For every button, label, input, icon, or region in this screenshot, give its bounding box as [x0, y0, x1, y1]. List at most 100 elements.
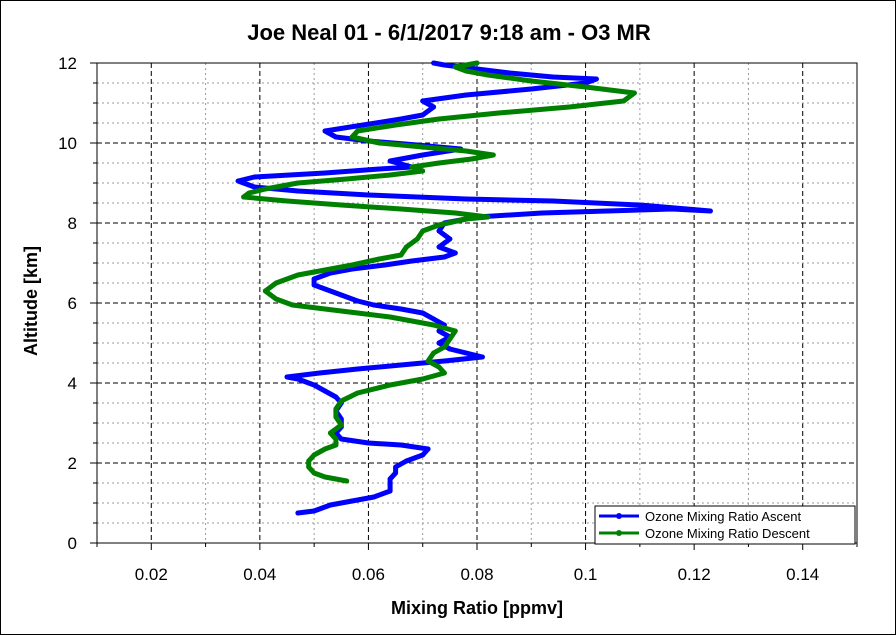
ascent-data-point [442, 358, 447, 364]
ascent-data-point [333, 134, 339, 140]
ascent-data-point [333, 394, 339, 400]
ascent-data-point [583, 80, 588, 86]
y-tick-label: 8 [68, 214, 77, 233]
y-tick-label: 10 [58, 134, 77, 153]
ascent-data-point [371, 494, 377, 500]
descent-data-point [344, 176, 350, 182]
ascent-data-point [442, 62, 447, 68]
descent-data-point [469, 156, 474, 162]
descent-data-point [496, 110, 502, 116]
x-axis-label: Mixing Ratio [ppmv] [391, 598, 563, 618]
ascent-data-point [404, 458, 409, 464]
ascent-data-point [393, 464, 398, 470]
ascent-data-point [284, 374, 290, 380]
descent-data-point [393, 122, 398, 128]
ascent-data-point [366, 440, 371, 446]
descent-data-point [262, 186, 268, 192]
descent-data-point [355, 310, 360, 316]
descent-data-point [447, 336, 453, 342]
descent-data-point [420, 144, 426, 150]
ascent-data-point [295, 376, 301, 382]
ascent-data-point [507, 70, 512, 76]
ascent-data-point [328, 502, 333, 508]
descent-data-point [344, 478, 350, 484]
descent-data-point [355, 128, 360, 134]
ascent-data-point [420, 452, 426, 458]
descent-data-point [490, 152, 496, 158]
y-tick-label: 2 [68, 454, 77, 473]
ascent-data-point [322, 128, 328, 134]
x-tick-label: 0.04 [243, 565, 276, 584]
descent-data-point [338, 398, 344, 404]
ascent-data-point [355, 298, 360, 304]
descent-data-point [420, 376, 426, 382]
ascent-data-point [322, 286, 328, 292]
descent-data-point [431, 322, 436, 328]
ascent-data-point [539, 210, 545, 216]
ascent-data-point [528, 86, 534, 92]
ascent-data-point [387, 158, 393, 164]
ascent-data-point [425, 446, 431, 452]
descent-data-point [376, 140, 382, 146]
ascent-data-point [398, 306, 404, 312]
descent-data-point [262, 288, 268, 294]
descent-data-point [452, 210, 458, 216]
descent-data-point [295, 272, 301, 278]
descent-data-point [322, 474, 328, 480]
descent-data-point [632, 90, 637, 96]
descent-data-point [273, 280, 279, 286]
y-tick-label: 12 [58, 54, 77, 73]
descent-data-point [583, 84, 588, 90]
descent-data-point [322, 446, 328, 452]
ascent-data-point [371, 302, 377, 308]
x-tick-label: 0.06 [352, 565, 385, 584]
ascent-data-point [387, 488, 393, 494]
ascent-data-point [349, 498, 355, 504]
descent-data-point [528, 78, 534, 84]
descent-series-line [241, 60, 637, 484]
descent-data-point [387, 382, 393, 388]
ascent-data-point [398, 116, 404, 122]
descent-data-point [452, 64, 458, 70]
descent-data-point [436, 364, 442, 370]
descent-data-point [387, 314, 393, 320]
ascent-data-point [431, 60, 436, 66]
ascent-data-point [463, 196, 469, 202]
descent-data-point [485, 72, 491, 78]
ascent-data-point [295, 188, 301, 194]
descent-data-point [463, 68, 469, 74]
ascent-data-point [637, 202, 643, 208]
x-tick-label: 0.14 [786, 565, 819, 584]
ascent-data-point [436, 228, 442, 234]
ascent-data-point [436, 328, 442, 334]
ascent-data-point [670, 206, 675, 212]
grid [97, 63, 857, 543]
ascent-data-point [604, 208, 610, 214]
ascent-data-point [447, 346, 453, 352]
descent-data-point [322, 306, 328, 312]
descent-data-point [333, 406, 339, 412]
legend-marker-descent [616, 530, 622, 536]
descent-data-point [246, 190, 252, 196]
ascent-data-point [463, 350, 469, 356]
ascent-data-point [317, 370, 322, 376]
descent-data-point [566, 104, 572, 110]
descent-data-point [376, 256, 382, 262]
descent-data-point [333, 414, 339, 420]
descent-data-point [398, 206, 404, 212]
ascent-data-point [474, 66, 480, 72]
descent-data-point [431, 350, 436, 356]
descent-data-point [387, 172, 393, 178]
ascent-data-point [452, 250, 458, 256]
descent-data-point [420, 228, 426, 234]
ascent-data-point [420, 310, 426, 316]
ascent-data-point [398, 442, 404, 448]
descent-data-point [436, 222, 442, 228]
x-tick-label: 0.12 [678, 565, 711, 584]
ascent-data-point [366, 192, 371, 198]
descent-data-point [398, 252, 404, 258]
axis-ticks: 0.02 0.04 0.06 0.08 0.1 0.12 0.14 0 2 4 6 8 10 12 [58, 54, 858, 584]
descent-data-point [355, 390, 360, 396]
ascent-data-point [235, 178, 241, 184]
descent-data-point [311, 452, 317, 458]
